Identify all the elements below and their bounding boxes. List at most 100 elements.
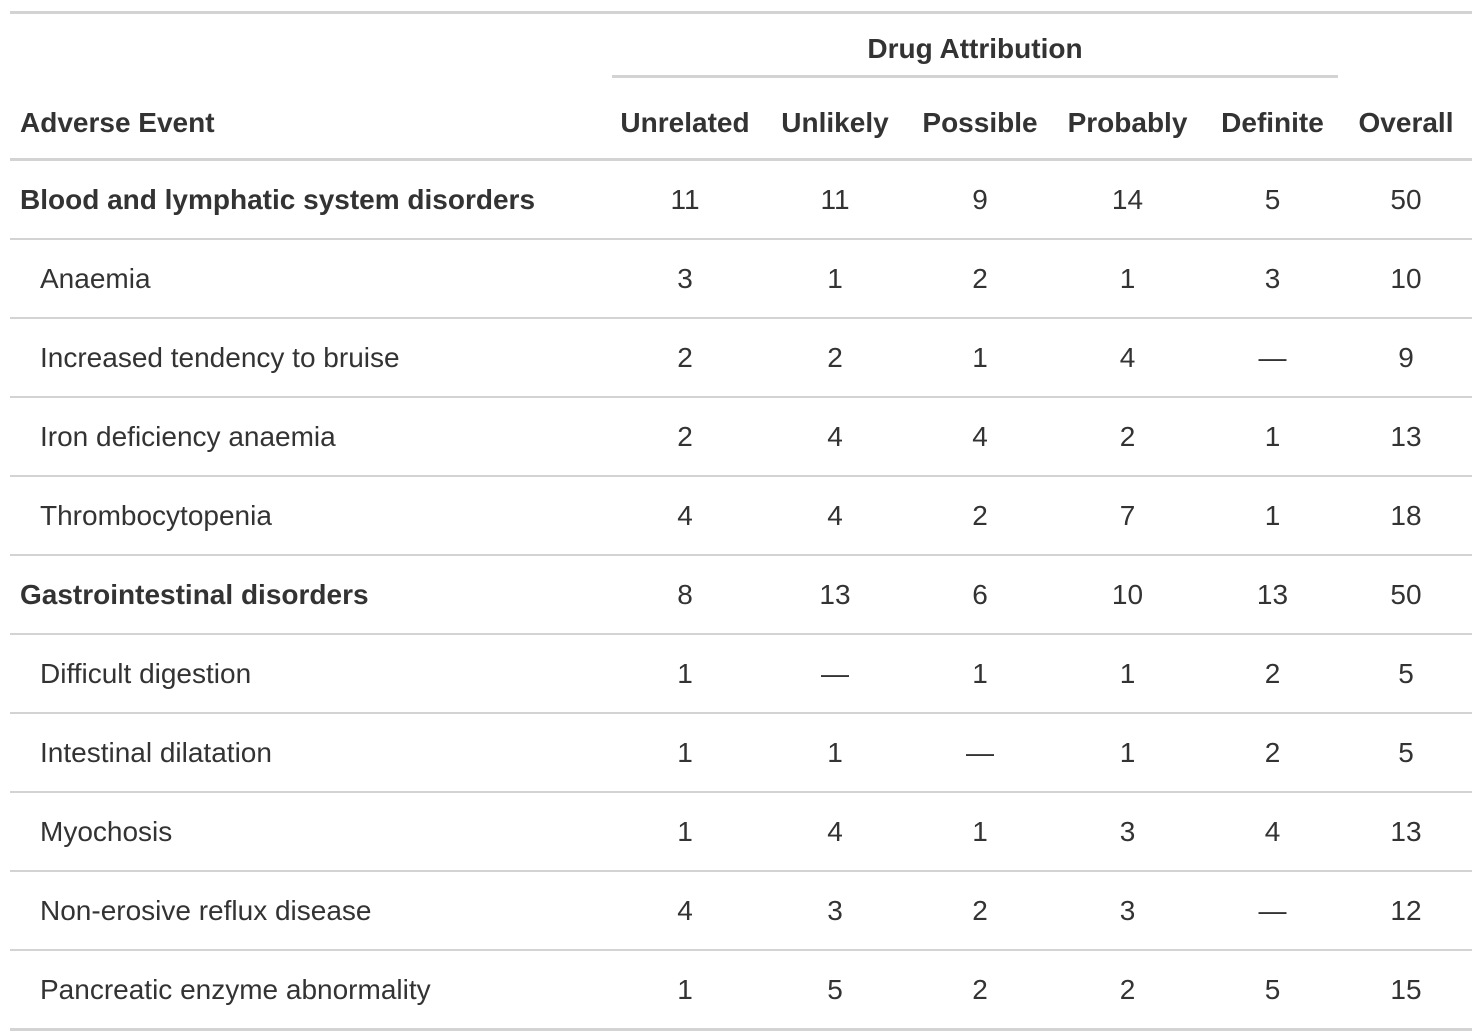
cell: 13 [1340,792,1472,872]
event-row-label: Anaemia [10,239,610,319]
column-label: Possible [910,88,1050,161]
cell: 1 [1205,476,1340,556]
column-label: Unlikely [760,88,910,161]
stub-header: Adverse Event [10,88,610,161]
cell: — [1205,318,1340,398]
blank-header [1340,11,1472,88]
cell: 4 [760,792,910,872]
cell: 2 [910,239,1050,319]
cell: 13 [760,555,910,635]
spanner-cell: Drug Attribution [610,11,1340,88]
cell: 1 [910,318,1050,398]
cell: 1 [910,792,1050,872]
cell: 9 [1340,318,1472,398]
event-row-label: Difficult digestion [10,634,610,714]
cell: 8 [610,555,760,635]
cell: 2 [1050,950,1205,1031]
event-row-label: Pancreatic enzyme abnormality [10,950,610,1031]
cell: 2 [910,476,1050,556]
cell: 50 [1340,159,1472,240]
group-row: Blood and lymphatic system disorders 11 11… [10,159,1472,240]
cell: — [1205,871,1340,951]
cell: 1 [760,713,910,793]
cell: 1 [1050,239,1205,319]
cell: 2 [610,397,760,477]
cell: 1 [610,792,760,872]
cell: 14 [1050,159,1205,240]
group-row-label: Gastrointestinal disorders [10,555,610,635]
group-row: Gastrointestinal disorders 8 13 6 10 13 50 [10,555,1472,635]
cell: 4 [610,476,760,556]
event-row: Increased tendency to bruise 2 2 1 4—9 [10,318,1472,398]
cell: 1 [610,950,760,1031]
event-row: Intestinal dilatation 1 1—1 2 5 [10,713,1472,793]
cell: 5 [1205,159,1340,240]
event-row: Thrombocytopenia 4 4 2 7 1 18 [10,476,1472,556]
cell: 2 [1205,634,1340,714]
cell: 18 [1340,476,1472,556]
cell: 4 [760,476,910,556]
cell: 3 [760,871,910,951]
blank-header [10,11,610,88]
event-row: Iron deficiency anaemia 2 4 4 2 1 13 [10,397,1472,477]
cell: 5 [760,950,910,1031]
cell: 2 [1205,713,1340,793]
cell: 6 [910,555,1050,635]
cell: — [760,634,910,714]
cell: 7 [1050,476,1205,556]
cell: 11 [760,159,910,240]
group-row-label: Blood and lymphatic system disorders [10,159,610,240]
event-row-label: Intestinal dilatation [10,713,610,793]
cell: 5 [1340,713,1472,793]
cell: 13 [1205,555,1340,635]
cell: 3 [1205,239,1340,319]
cell: 3 [1050,871,1205,951]
event-row: Non-erosive reflux disease 4 3 2 3—12 [10,871,1472,951]
event-row-label: Myochosis [10,792,610,872]
column-label: Definite [1205,88,1340,161]
column-label: Overall [1340,88,1472,161]
column-label: Probably [1050,88,1205,161]
cell: 4 [760,397,910,477]
cell: — [910,713,1050,793]
event-row-label: Iron deficiency anaemia [10,397,610,477]
event-row: Pancreatic enzyme abnormality 1 5 2 2 5 15 [10,950,1472,1031]
cell: 5 [1340,634,1472,714]
event-row-label: Increased tendency to bruise [10,318,610,398]
cell: 4 [1050,318,1205,398]
cell: 5 [1205,950,1340,1031]
cell: 50 [1340,555,1472,635]
event-row: Myochosis 1 4 1 3 4 13 [10,792,1472,872]
event-row-label: Non-erosive reflux disease [10,871,610,951]
cell: 12 [1340,871,1472,951]
cell: 1 [760,239,910,319]
cell: 15 [1340,950,1472,1031]
cell: 2 [910,950,1050,1031]
cell: 10 [1340,239,1472,319]
spanner: Drug Attribution [612,33,1338,78]
cell: 1 [1050,634,1205,714]
cell: 2 [1050,397,1205,477]
cell: 2 [610,318,760,398]
cell: 4 [1205,792,1340,872]
column-label: Unrelated [610,88,760,161]
cell: 4 [610,871,760,951]
cell: 1 [610,634,760,714]
event-row: Anaemia 3 1 2 1 3 10 [10,239,1472,319]
cell: 1 [1205,397,1340,477]
cell: 3 [1050,792,1205,872]
cell: 2 [910,871,1050,951]
cell: 3 [610,239,760,319]
cell: 13 [1340,397,1472,477]
cell: 11 [610,159,760,240]
cell: 9 [910,159,1050,240]
cell: 10 [1050,555,1205,635]
event-row: Difficult digestion 1—1 1 2 5 [10,634,1472,714]
cell: 4 [910,397,1050,477]
cell: 1 [610,713,760,793]
adverse-event-table: Drug Attribution Adverse Event Unrelated… [10,11,1472,1031]
cell: 1 [1050,713,1205,793]
cell: 1 [910,634,1050,714]
event-row-label: Thrombocytopenia [10,476,610,556]
